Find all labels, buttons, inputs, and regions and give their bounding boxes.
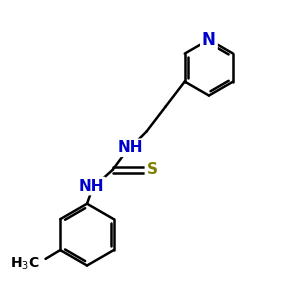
Text: NH: NH [79,178,104,194]
Text: H$_3$C: H$_3$C [10,255,40,272]
Text: S: S [146,162,158,177]
Text: NH: NH [118,140,143,155]
Text: N: N [202,31,216,49]
